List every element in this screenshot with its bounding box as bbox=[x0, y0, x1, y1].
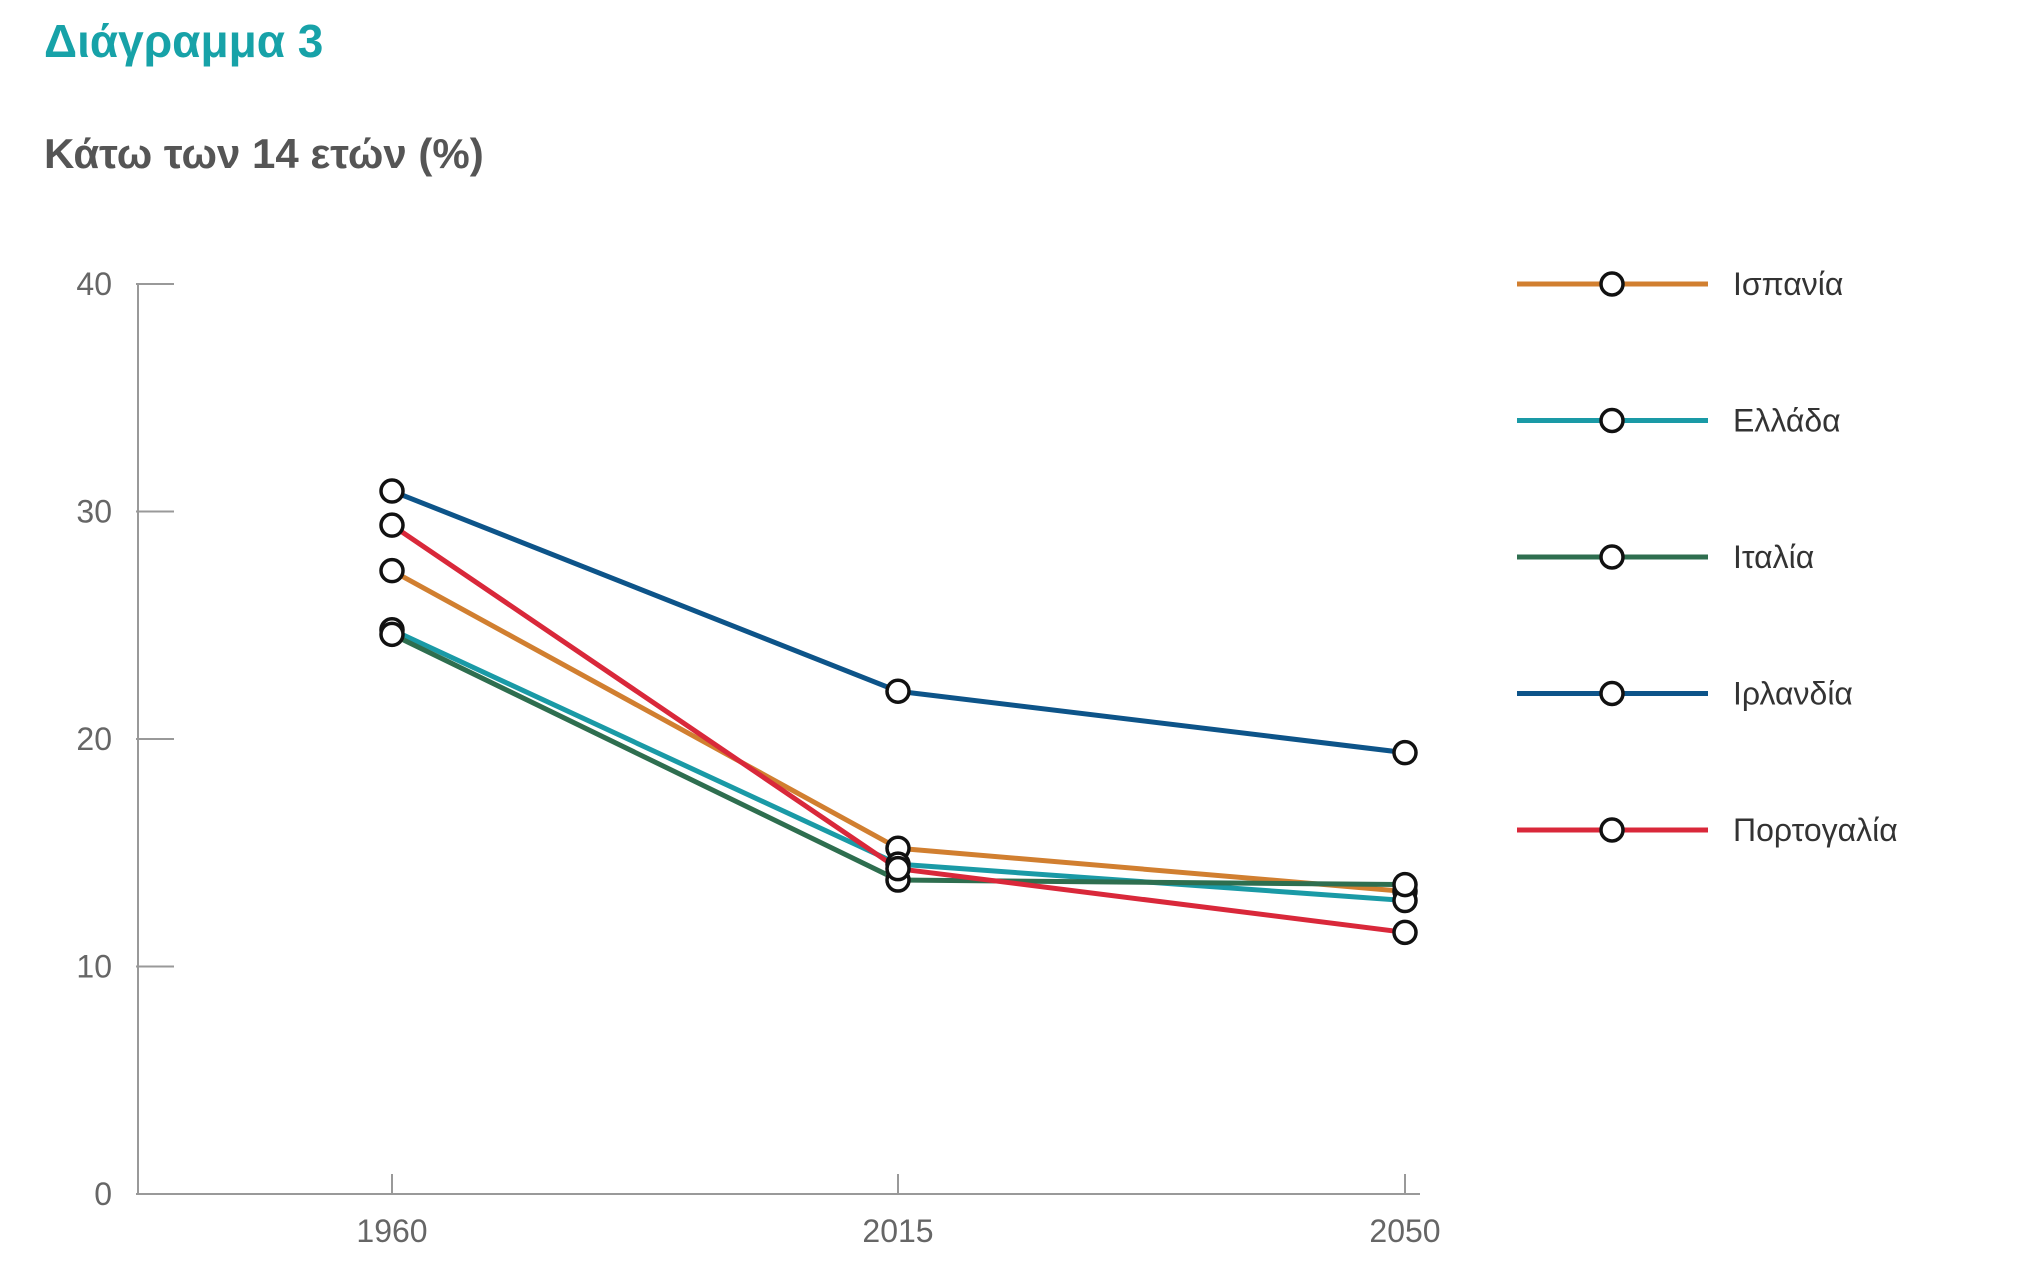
y-tick-label: 20 bbox=[76, 721, 112, 757]
legend-label: Ιρλανδία bbox=[1733, 676, 1853, 712]
x-tick-label: 1960 bbox=[356, 1213, 427, 1249]
legend-marker bbox=[1599, 680, 1625, 707]
data-point bbox=[379, 478, 405, 504]
chart-title: Κάτω των 14 ετών (%) bbox=[44, 130, 484, 177]
legend: Ισπανία Ελλάδα Ιταλία Ιρλανδία Πορτογαλία bbox=[1517, 266, 1898, 848]
y-tick-label: 0 bbox=[94, 1176, 112, 1212]
data-point bbox=[379, 557, 405, 584]
legend-label: Ιταλία bbox=[1733, 539, 1814, 575]
legend-label: Πορτογαλία bbox=[1733, 812, 1898, 848]
x-tick-label: 2015 bbox=[862, 1213, 933, 1249]
y-tick-label: 40 bbox=[76, 266, 112, 302]
legend-marker bbox=[1599, 817, 1625, 843]
y-tick-label: 30 bbox=[76, 494, 112, 530]
series-points bbox=[379, 478, 1418, 946]
data-point bbox=[1392, 871, 1418, 898]
data-point bbox=[885, 855, 911, 882]
axes: 0 10 20 30 40 1960 2015 2050 bbox=[76, 266, 1440, 1249]
data-point bbox=[885, 678, 911, 704]
x-tick-label: 2050 bbox=[1369, 1213, 1440, 1249]
data-point bbox=[1392, 919, 1418, 946]
y-tick-label: 10 bbox=[76, 949, 112, 985]
chart-label: Διάγραμμα 3 bbox=[44, 15, 324, 67]
series-line bbox=[391, 488, 1406, 756]
legend-marker bbox=[1599, 271, 1625, 297]
data-point bbox=[379, 621, 405, 648]
data-point bbox=[379, 512, 405, 538]
legend-marker bbox=[1599, 407, 1625, 434]
data-point bbox=[1392, 739, 1418, 766]
legend-marker bbox=[1599, 544, 1625, 570]
legend-label: Ισπανία bbox=[1733, 266, 1843, 302]
legend-label: Ελλάδα bbox=[1733, 403, 1841, 439]
